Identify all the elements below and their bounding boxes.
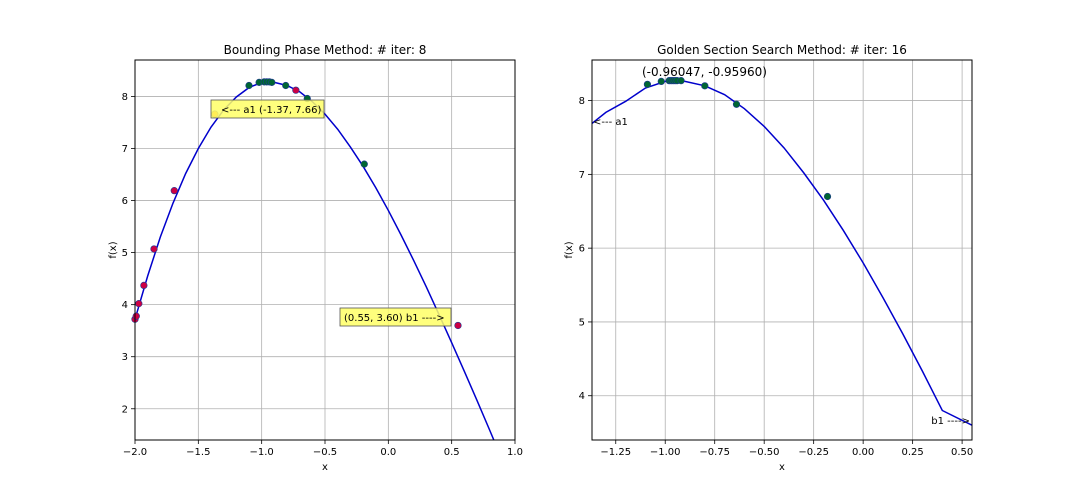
annotation-a1: <--- a1 (-1.37, 7.66) (210, 99, 325, 119)
right-data-point (823, 192, 832, 201)
right-curve (592, 79, 972, 426)
left-ytick-label: 3 (122, 352, 128, 363)
left-xtick-label: −2.0 (123, 447, 147, 458)
annotation-b1-box (339, 307, 452, 327)
left-grid (134, 60, 516, 440)
left-ytick-label: 5 (122, 248, 128, 259)
right-xtick-label: 0.25 (901, 447, 923, 458)
left-subplot: −2.0 −1.5 −1.0 −0.5 0.0 0.5 1.0 2 3 4 5 6 7 8 Boundi… (108, 43, 523, 473)
right-axes-frame (591, 59, 973, 441)
left-xtick-label: −1.5 (186, 447, 210, 458)
right-data-point (677, 77, 685, 85)
left-xlabel: x (322, 462, 328, 473)
left-ytick-label: 7 (122, 144, 128, 155)
right-data-point (732, 100, 741, 108)
annotation-b1: (0.55, 3.60) b1 ----> (339, 307, 452, 327)
left-xtick-label: 1.0 (507, 447, 523, 458)
right-xticks: −1.25 −1.00 −0.75 −0.50 −0.25 0.00 0.25 0.50 (600, 440, 973, 458)
left-data-point (140, 281, 148, 289)
right-ytick-label: 4 (579, 391, 585, 402)
right-yticks: 4 5 6 7 8 (579, 96, 592, 402)
left-data-point (170, 187, 178, 195)
left-xtick-label: −1.0 (250, 447, 274, 458)
right-xlabel: x (779, 462, 785, 473)
right-points (643, 77, 832, 201)
right-subplot: −1.25 −1.00 −0.75 −0.50 −0.25 0.00 0.25 0.50 4 5… (564, 43, 973, 473)
left-data-point (268, 78, 276, 86)
left-data-point (292, 86, 300, 94)
right-data-point (643, 80, 652, 88)
left-yticks: 2 3 4 5 6 7 8 (122, 92, 135, 415)
annotation-b1-text: (0.55, 3.60) b1 ----> (344, 313, 445, 324)
annotation-a1-text: <--- a1 (-1.37, 7.66) (221, 105, 321, 116)
left-ytick-label: 2 (122, 404, 128, 415)
annotation-optimum-text: (-0.96047, -0.95960) (642, 65, 767, 79)
left-data-point (245, 81, 253, 90)
left-data-point (132, 312, 140, 320)
left-xtick-label: −0.5 (313, 447, 337, 458)
left-data-point (454, 321, 462, 330)
left-ytick-label: 6 (122, 196, 128, 207)
right-grid (592, 60, 972, 440)
right-xtick-label: −0.25 (798, 447, 829, 458)
annotation-a1-text-right: <--- a1 (593, 117, 628, 128)
left-ytick-label: 8 (122, 92, 128, 103)
right-ytick-label: 8 (579, 96, 585, 107)
annotation-a1-box (210, 99, 325, 119)
right-xtick-label: 0.50 (951, 447, 973, 458)
right-xtick-label: −1.00 (650, 447, 681, 458)
right-xtick-label: −0.75 (699, 447, 730, 458)
right-data-point (657, 77, 665, 85)
left-xticks: −2.0 −1.5 −1.0 −0.5 0.0 0.5 1.0 (123, 440, 523, 458)
right-ytick-label: 6 (579, 244, 585, 255)
left-data-point (135, 300, 143, 308)
right-ytick-label: 7 (579, 170, 585, 181)
right-ylabel: f(x) (564, 241, 575, 258)
right-xtick-label: −1.25 (600, 447, 631, 458)
left-xtick-label: 0.0 (380, 447, 396, 458)
right-data-point (701, 82, 709, 90)
left-data-point (282, 81, 290, 90)
right-xtick-label: 0.00 (852, 447, 874, 458)
left-ylabel: f(x) (108, 241, 119, 258)
left-title: Bounding Phase Method: # iter: 8 (224, 43, 427, 57)
right-xtick-label: −0.50 (749, 447, 780, 458)
right-ytick-label: 5 (579, 317, 585, 328)
annotation-b1-text-right: b1 ----> (931, 416, 970, 427)
left-ytick-label: 4 (122, 300, 128, 311)
right-title: Golden Section Search Method: # iter: 16 (657, 43, 907, 57)
left-xtick-label: 0.5 (444, 447, 460, 458)
left-data-point (360, 160, 368, 168)
left-data-point (150, 245, 158, 253)
